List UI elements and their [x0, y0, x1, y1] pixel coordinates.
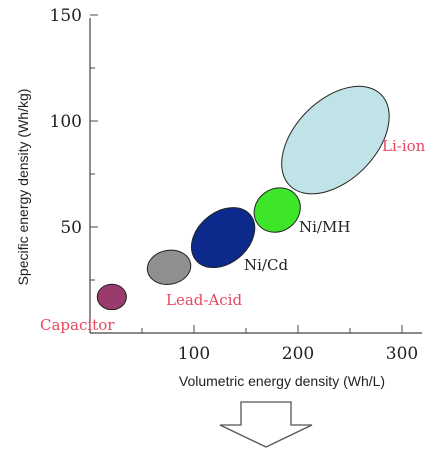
label-lead-acid: Lead-Acid	[166, 291, 242, 309]
label-ni-cd: Ni/Cd	[244, 256, 288, 274]
label-capacitor: Capacitor	[40, 316, 115, 334]
x-tick-label: 300	[386, 344, 418, 364]
region-ellipses	[96, 85, 390, 311]
y-axis-title: Specific energy density (Wh/kg)	[15, 89, 31, 286]
y-tick-label: 50	[60, 218, 82, 238]
x-tick-label: 100	[178, 344, 210, 364]
label-li-ion: Li-ion	[382, 137, 426, 155]
x-axis-title: Volumetric energy density (Wh/L)	[179, 373, 385, 389]
region-lead-acid	[146, 249, 192, 285]
y-tick-label: 150	[50, 6, 82, 26]
y-tick-label: 100	[50, 112, 82, 132]
label-ni-mh: Ni/MH	[299, 218, 350, 236]
tick-marks: 100 200 300 50 100 150	[50, 6, 419, 364]
region-ni-mh	[253, 187, 301, 233]
x-tick-label: 200	[282, 344, 314, 364]
axes	[89, 18, 422, 334]
down-arrow-icon	[219, 401, 313, 448]
region-ni-cd	[190, 207, 256, 269]
region-capacitor	[96, 283, 127, 311]
region-li-ion	[281, 85, 390, 195]
